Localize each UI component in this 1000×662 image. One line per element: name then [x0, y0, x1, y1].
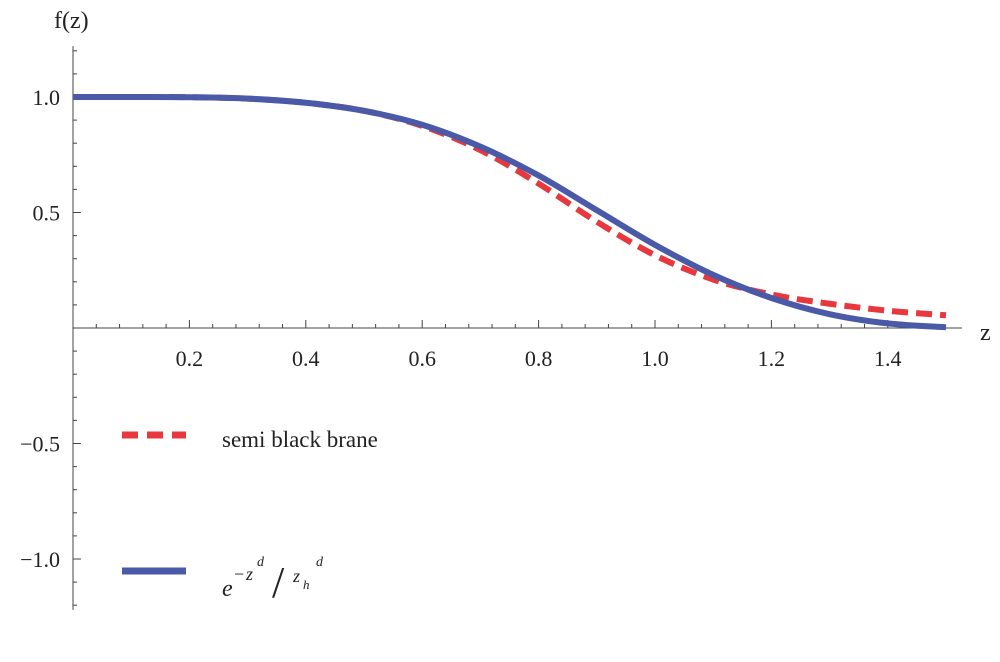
axes: [72, 46, 962, 610]
y-tick-label: 0.5: [33, 201, 61, 226]
legend-math-slash: /: [272, 558, 285, 607]
x-tick-label: 1.0: [641, 346, 669, 371]
legend-math-minus: −: [234, 564, 244, 584]
y-axis-label: f(z): [54, 8, 89, 34]
x-tick-label: 0.4: [292, 346, 320, 371]
legend-label-exponential: e − z d / z h d: [222, 555, 324, 607]
y-tick-label: −0.5: [20, 432, 60, 457]
x-tick-label: 0.6: [408, 346, 436, 371]
y-tick-label: 1.0: [33, 85, 61, 110]
legend-math-zh: z: [292, 566, 300, 586]
x-axis-label: z: [980, 320, 991, 346]
legend-label-semi-black-brane: semi black brane: [222, 427, 378, 452]
series-line-exponential: [72, 93, 947, 331]
legend-math-d: d: [257, 555, 265, 570]
legend: semi black brane e − z d / z h d: [122, 427, 378, 607]
x-tick-label: 1.2: [758, 346, 786, 371]
legend-math-h: h: [303, 577, 310, 592]
legend-math-e: e: [222, 576, 233, 602]
series: [72, 93, 947, 331]
x-tick-label: 0.8: [525, 346, 553, 371]
x-tick-label: 1.4: [874, 346, 902, 371]
legend-math-d2: d: [316, 555, 324, 570]
y-tick-label: −1.0: [20, 547, 60, 572]
series-line-semi-black-brane: [72, 93, 947, 319]
tick-labels: 0.2 0.4 0.6 0.8 1.0 1.2 1.4 1.0 0.5 −0.5 −1.0: [20, 85, 901, 572]
legend-math-z: z: [245, 564, 253, 584]
x-tick-label: 0.2: [176, 346, 204, 371]
